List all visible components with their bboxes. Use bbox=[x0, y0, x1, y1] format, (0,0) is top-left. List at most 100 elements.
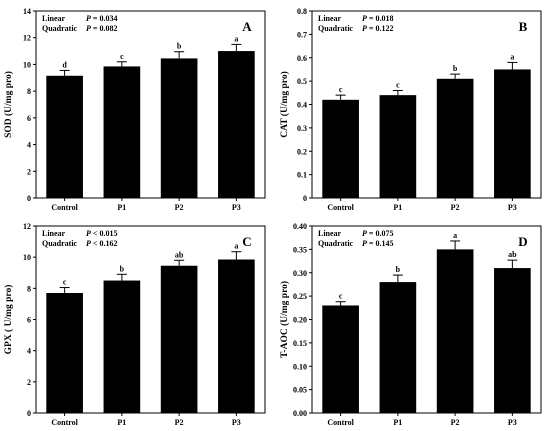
y-tick-label: 0.25 bbox=[293, 292, 307, 301]
y-axis-label: CAT (U/mg pro) bbox=[279, 71, 290, 138]
y-tick-label: 0.3 bbox=[297, 124, 307, 133]
y-tick-label: 0.6 bbox=[297, 54, 307, 63]
stat-name: Quadratic bbox=[318, 24, 354, 33]
stat-p-relation: = 0.075 bbox=[367, 229, 394, 238]
y-tick-label: 0.7 bbox=[297, 30, 307, 39]
y-tick-label: 0.05 bbox=[293, 386, 307, 395]
y-tick-label: 0.8 bbox=[297, 7, 307, 16]
x-tick-label: P3 bbox=[232, 418, 241, 427]
stat-p-value: P < 0.015 bbox=[86, 229, 117, 238]
panel-a: 0 2 4 6 8 10 12 14 SOD (U/mg pro) d Control c P1 b P2 a… bbox=[3, 7, 266, 212]
y-tick-label: 10 bbox=[23, 253, 31, 262]
bar bbox=[218, 51, 255, 199]
x-tick-label: Control bbox=[51, 203, 78, 212]
x-tick-label: P2 bbox=[451, 203, 460, 212]
bar bbox=[160, 58, 198, 198]
x-tick-label: Control bbox=[327, 203, 354, 212]
stat-p-relation: = 0.145 bbox=[367, 239, 394, 248]
y-tick-label: 6 bbox=[27, 114, 31, 123]
x-tick-label: P2 bbox=[451, 418, 460, 427]
y-tick-label: 0 bbox=[303, 194, 307, 203]
significance-letter: ab bbox=[508, 250, 517, 259]
y-tick-label: 2 bbox=[27, 167, 31, 176]
panel-letter: A bbox=[242, 19, 252, 34]
x-tick-label: P1 bbox=[393, 203, 402, 212]
panel-letter: C bbox=[242, 234, 251, 249]
stat-name: Linear bbox=[318, 229, 342, 238]
panel-b: 0 0.1 0.2 0.3 0.4 0.5 0.6 0.7 0.8 CAT (U/mg pro) c… bbox=[279, 7, 542, 212]
x-tick-label: P1 bbox=[117, 418, 126, 427]
stat-p-value: P = 0.082 bbox=[86, 24, 117, 33]
significance-letter: c bbox=[120, 52, 124, 61]
y-tick-label: 14 bbox=[23, 7, 31, 16]
stat-p-value: P = 0.145 bbox=[362, 239, 393, 248]
significance-letter: a bbox=[234, 242, 238, 251]
stat-p-value: P < 0.162 bbox=[86, 239, 117, 248]
significance-letter: a bbox=[510, 52, 514, 61]
bar bbox=[46, 293, 83, 413]
y-tick-label: 0.2 bbox=[297, 147, 307, 156]
plot-frame bbox=[35, 10, 266, 199]
y-tick-label: 0.35 bbox=[293, 245, 307, 254]
y-axis-label: SOD (U/mg pro) bbox=[3, 71, 14, 138]
x-tick-label: P1 bbox=[393, 418, 402, 427]
y-tick-label: 0.5 bbox=[297, 77, 307, 86]
stat-p-label: P bbox=[362, 229, 367, 238]
stat-name: Quadratic bbox=[42, 24, 78, 33]
bar bbox=[218, 259, 255, 413]
bar bbox=[103, 280, 141, 413]
y-tick-label: 2 bbox=[27, 378, 31, 387]
bar bbox=[322, 99, 359, 198]
stat-p-label: P bbox=[86, 14, 91, 23]
stat-p-value: P = 0.075 bbox=[362, 229, 393, 238]
x-tick-label: Control bbox=[327, 418, 354, 427]
stat-p-relation: = 0.018 bbox=[367, 14, 394, 23]
significance-letter: b bbox=[120, 264, 125, 273]
y-tick-label: 4 bbox=[27, 141, 31, 150]
y-tick-label: 0.1 bbox=[297, 171, 307, 180]
panel-letter: D bbox=[518, 234, 527, 249]
stat-p-relation: = 0.082 bbox=[91, 24, 118, 33]
x-tick-label: P3 bbox=[508, 418, 517, 427]
stat-p-relation: = 0.122 bbox=[367, 24, 394, 33]
bar bbox=[494, 69, 531, 198]
significance-letter: d bbox=[62, 60, 67, 69]
y-tick-label: 4 bbox=[27, 347, 31, 356]
y-tick-label: 0.20 bbox=[293, 316, 307, 325]
stat-p-value: P = 0.018 bbox=[362, 14, 393, 23]
significance-letter: b bbox=[396, 265, 401, 274]
stat-p-label: P bbox=[86, 239, 91, 248]
y-axis-label: GPX ( U/mg pro) bbox=[3, 285, 14, 355]
y-tick-label: 12 bbox=[23, 222, 31, 231]
significance-letter: a bbox=[453, 231, 457, 240]
bar bbox=[379, 282, 417, 413]
significance-letter: c bbox=[396, 80, 400, 89]
panel-c: 0 2 4 6 8 10 12 GPX ( U/mg pro) c Control b P1 ab P2 a… bbox=[3, 222, 266, 427]
x-tick-label: P1 bbox=[117, 203, 126, 212]
bar bbox=[379, 95, 417, 198]
panel-letter: B bbox=[519, 19, 528, 34]
y-tick-label: 0 bbox=[27, 409, 31, 418]
stat-p-label: P bbox=[362, 239, 367, 248]
x-tick-label: P3 bbox=[232, 203, 241, 212]
bar bbox=[436, 249, 474, 413]
significance-letter: ab bbox=[175, 250, 184, 259]
stat-name: Linear bbox=[42, 14, 66, 23]
bar bbox=[103, 66, 141, 198]
x-tick-label: P3 bbox=[508, 203, 517, 212]
y-tick-label: 0.15 bbox=[293, 339, 307, 348]
y-tick-label: 0.4 bbox=[297, 101, 307, 110]
stat-name: Quadratic bbox=[42, 239, 78, 248]
y-tick-label: 0.30 bbox=[293, 269, 307, 278]
y-tick-label: 8 bbox=[27, 87, 31, 96]
stat-name: Linear bbox=[318, 14, 342, 23]
significance-letter: b bbox=[177, 42, 182, 51]
y-tick-label: 0.10 bbox=[293, 362, 307, 371]
bar bbox=[322, 305, 359, 413]
significance-letter: c bbox=[339, 292, 343, 301]
stat-p-value: P = 0.122 bbox=[362, 24, 393, 33]
y-axis-label: T-AOC (U/mg pro) bbox=[279, 281, 290, 358]
bar bbox=[46, 75, 83, 198]
stat-name: Linear bbox=[42, 229, 66, 238]
